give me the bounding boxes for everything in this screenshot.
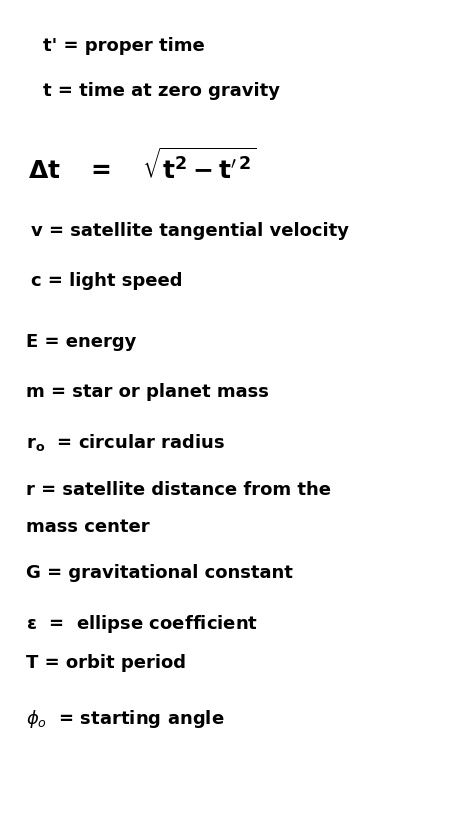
Text: m = star or planet mass: m = star or planet mass bbox=[26, 383, 269, 401]
Text: $\boldsymbol{\varepsilon}$  =  ellipse coefficient: $\boldsymbol{\varepsilon}$ = ellipse coe… bbox=[26, 613, 258, 635]
Text: T = orbit period: T = orbit period bbox=[26, 654, 186, 672]
Text: t' = proper time: t' = proper time bbox=[43, 37, 204, 55]
Text: $\mathbf{\Delta t}$   $\mathbf{=}$   $\mathbf{\sqrt{t^2 - t'^{\,2}}}$: $\mathbf{\Delta t}$ $\mathbf{=}$ $\mathb… bbox=[28, 148, 257, 184]
Text: r = satellite distance from the: r = satellite distance from the bbox=[26, 481, 331, 500]
Text: $\boldsymbol{\phi_o}$  = starting angle: $\boldsymbol{\phi_o}$ = starting angle bbox=[26, 708, 225, 730]
Text: G = gravitational constant: G = gravitational constant bbox=[26, 564, 293, 582]
Text: c = light speed: c = light speed bbox=[31, 272, 182, 290]
Text: E = energy: E = energy bbox=[26, 333, 137, 351]
Text: v = satellite tangential velocity: v = satellite tangential velocity bbox=[31, 222, 349, 240]
Text: $\mathbf{r_o}$  = circular radius: $\mathbf{r_o}$ = circular radius bbox=[26, 432, 226, 453]
Text: mass center: mass center bbox=[26, 518, 150, 537]
Text: t = time at zero gravity: t = time at zero gravity bbox=[43, 82, 280, 100]
